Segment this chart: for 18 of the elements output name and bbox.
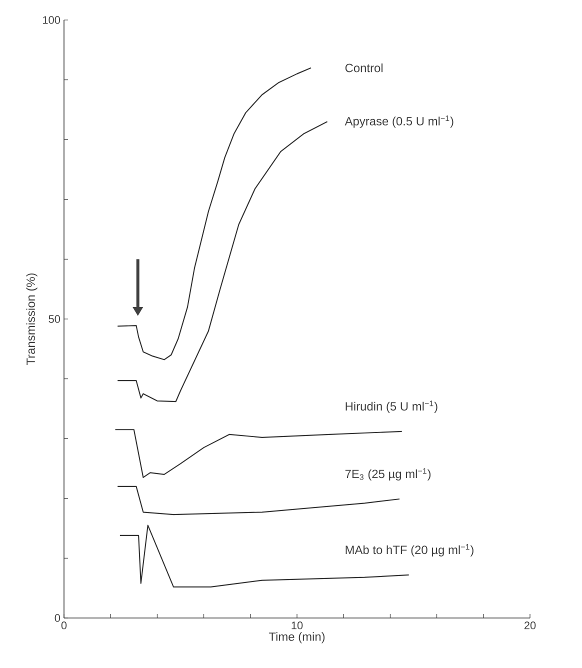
- y-tick-label: 50: [48, 315, 60, 323]
- y-tick-label: 0: [54, 614, 60, 622]
- series-label: Hirudin (5 U ml$^{−1}$): [346, 400, 438, 413]
- line-series: [119, 524, 410, 588]
- x-axis-title: Time (min): [268, 632, 325, 644]
- line-series: [117, 67, 312, 360]
- series-label: MAb to hTF (20 µg ml$^{−1}$): [346, 544, 474, 556]
- line-series: [117, 121, 328, 402]
- y-axis-title: Transmission (%): [26, 273, 38, 366]
- line-series: [117, 486, 400, 516]
- x-tick-label: 0: [61, 622, 67, 630]
- text: Control: [345, 63, 383, 72]
- line-series: [114, 429, 402, 478]
- y-tick-label: 100: [43, 16, 60, 24]
- x-tick-label: 10: [292, 622, 303, 630]
- text: 7E$_{3}$ (25 µg ml$^{−1}$): [345, 468, 431, 481]
- series-label: Apyrase (0.5 U ml$^{−1}$): [344, 116, 454, 128]
- x-tick-label: 20: [524, 622, 536, 630]
